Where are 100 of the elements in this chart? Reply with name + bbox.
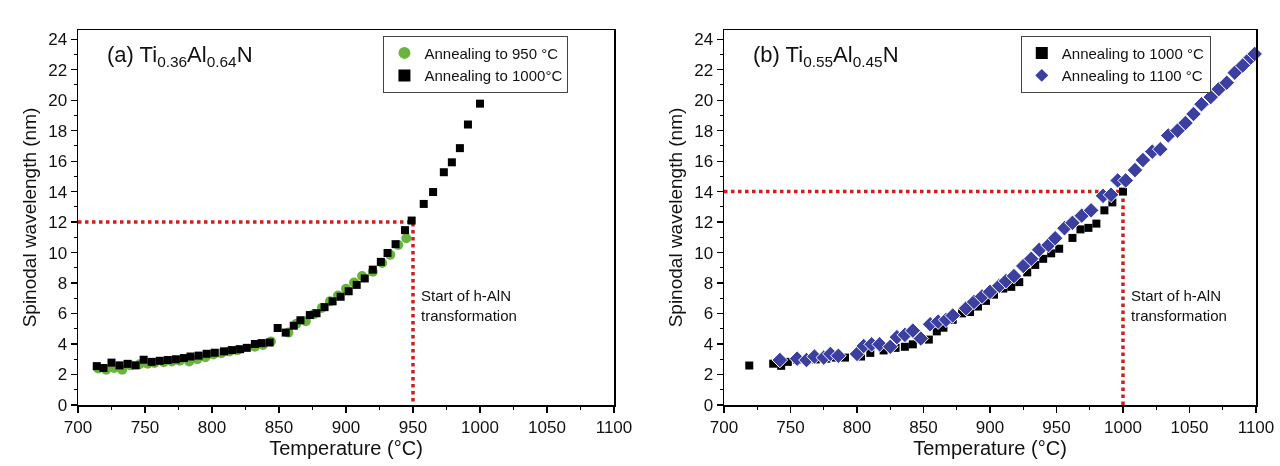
point <box>1092 219 1101 228</box>
point <box>115 361 124 370</box>
x-axis-title: Temperature (°C) <box>269 436 423 459</box>
point <box>163 356 172 365</box>
legend-label: Annealing to 1100 °C <box>1061 67 1203 85</box>
point <box>336 292 345 301</box>
point <box>202 349 211 358</box>
x-tick-label: 950 <box>1042 417 1071 437</box>
point <box>220 347 229 356</box>
legend-label: Annealing to 950 °C <box>424 44 559 62</box>
point <box>194 351 203 360</box>
y-tick-label: 0 <box>57 395 68 415</box>
x-axis-title: Temperature (°C) <box>913 436 1067 459</box>
point <box>305 311 314 320</box>
point <box>312 309 321 318</box>
point <box>1064 214 1081 232</box>
point <box>242 343 251 352</box>
y-tick-label: 14 <box>694 182 714 202</box>
text: (b) Ti$_{0.55}$Al$_{0.45}$N <box>753 42 899 70</box>
point <box>320 303 329 312</box>
point <box>1068 233 1077 242</box>
annotation: Start of h-AlN transformation <box>1131 287 1227 324</box>
point <box>1126 161 1144 179</box>
x-tick-label: 1050 <box>1170 417 1209 437</box>
x-tick-label: 850 <box>264 417 294 437</box>
point <box>447 158 456 167</box>
point <box>1159 127 1177 144</box>
point <box>1014 257 1032 275</box>
point <box>131 361 140 370</box>
point <box>1193 95 1210 113</box>
point <box>289 321 298 330</box>
point <box>1100 206 1109 215</box>
text: (a) Ti$_{0.36}$Al$_{0.64}$N <box>107 42 253 70</box>
point <box>904 322 922 339</box>
y-axis-title: Spinodal wavelength (nm) <box>665 107 687 328</box>
point <box>1076 225 1085 234</box>
point <box>1117 172 1134 189</box>
point <box>328 297 337 306</box>
y-tick-label: 8 <box>703 274 714 293</box>
point <box>1084 223 1093 232</box>
point <box>1046 229 1064 247</box>
point <box>912 330 930 347</box>
point <box>1082 202 1100 219</box>
point <box>871 336 888 353</box>
point <box>476 99 484 108</box>
x-tick-label: 900 <box>331 417 361 437</box>
y-tick-label: 6 <box>703 304 714 324</box>
x-tick-label: 1100 <box>595 417 633 437</box>
point <box>391 240 400 249</box>
point <box>1177 114 1194 132</box>
point <box>273 324 282 333</box>
x-tick-label: 1100 <box>1237 417 1275 437</box>
point <box>281 328 290 337</box>
y-tick-label: 14 <box>48 182 68 202</box>
point <box>908 340 917 349</box>
point <box>1185 105 1202 123</box>
point <box>1022 250 1040 268</box>
x-tick-label: 1000 <box>1104 417 1142 437</box>
y-tick-label: 18 <box>694 121 714 141</box>
y-tick-label: 0 <box>703 395 714 415</box>
y-tick-label: 4 <box>703 334 714 354</box>
point <box>1134 151 1152 169</box>
point <box>1151 140 1169 158</box>
x-tick-label: 800 <box>842 417 872 437</box>
point <box>171 355 180 364</box>
point <box>401 233 412 244</box>
y-tick-label: 16 <box>694 152 714 172</box>
x-tick-label: 750 <box>130 417 160 437</box>
y-tick-label: 12 <box>48 213 68 233</box>
point <box>400 226 409 235</box>
y-tick-label: 4 <box>57 334 68 354</box>
y-tick-label: 22 <box>48 60 68 80</box>
point <box>1005 267 1023 285</box>
point <box>1102 186 1120 204</box>
point <box>429 188 438 197</box>
y-tick-label: 6 <box>57 304 68 324</box>
legend-label: Annealing to 1000 °C <box>1061 44 1204 62</box>
point <box>881 338 899 356</box>
point <box>344 287 353 296</box>
point <box>1234 57 1251 74</box>
point <box>123 359 132 368</box>
point <box>155 356 164 365</box>
y-tick-label: 8 <box>57 274 68 293</box>
y-tick-label: 20 <box>694 91 714 111</box>
y-tick-label: 20 <box>48 91 68 111</box>
y-axis-title: Spinodal wavelength (nm) <box>19 107 41 328</box>
x-tick-label: 1050 <box>528 417 566 437</box>
point <box>147 357 156 366</box>
point <box>1073 207 1091 224</box>
y-tick-label: 12 <box>694 213 714 233</box>
x-tick-label: 800 <box>197 417 227 437</box>
point <box>1218 74 1236 92</box>
y-tick-label: 24 <box>694 30 714 50</box>
point <box>944 307 962 324</box>
x-tick-label: 850 <box>909 417 938 437</box>
point <box>900 342 909 351</box>
x-tick-label: 950 <box>398 417 428 437</box>
point <box>99 363 108 372</box>
y-tick-label: 10 <box>694 243 714 263</box>
point <box>407 216 416 225</box>
